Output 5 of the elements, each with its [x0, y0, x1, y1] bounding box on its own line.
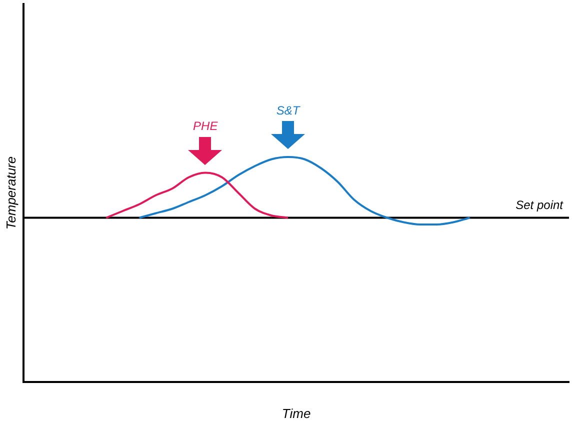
ref-line-label: Set point	[516, 198, 564, 212]
text: S&T	[276, 103, 302, 118]
y-axis-title: Temperature	[3, 156, 18, 230]
x-axis-title: Time	[282, 406, 311, 421]
text: PHE	[193, 119, 219, 134]
